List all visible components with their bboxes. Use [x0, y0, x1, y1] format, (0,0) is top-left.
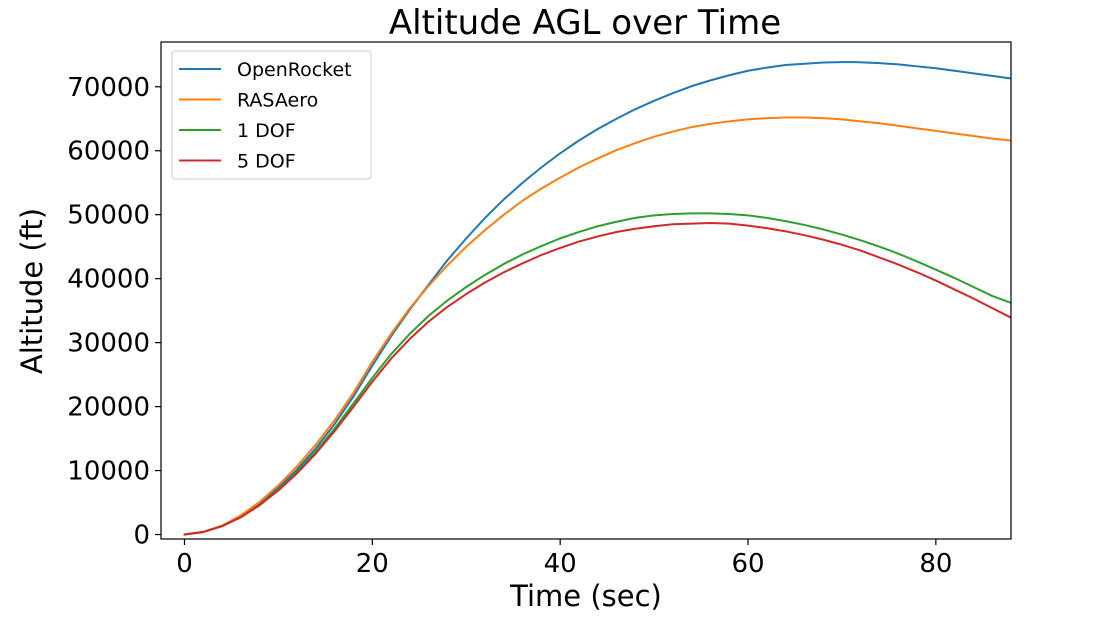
legend: OpenRocket RASAero 1 DOF 5 DOF — [171, 50, 372, 180]
chart-title: Altitude AGL over Time — [389, 3, 781, 43]
x-axis: 0 20 40 60 80 — [176, 539, 952, 579]
y-tick-label: 10000 — [67, 457, 150, 487]
x-tick-label: 80 — [919, 549, 952, 579]
x-tick-label: 60 — [731, 549, 764, 579]
y-tick-label: 30000 — [67, 329, 150, 359]
y-tick-label: 60000 — [67, 137, 150, 167]
x-axis-label: Time (sec) — [509, 579, 662, 613]
legend-label: 5 DOF — [237, 151, 296, 173]
legend-label: RASAero — [237, 90, 318, 112]
series-line-rasaero — [183, 116, 1011, 536]
y-tick-label: 0 — [133, 521, 150, 551]
series-line-1-dof — [183, 212, 1011, 536]
x-tick-label: 0 — [176, 549, 193, 579]
y-axis-label: Altitude (ft) — [15, 208, 49, 374]
series-line-5-dof — [183, 222, 1011, 536]
y-axis: 0 10000 20000 30000 40000 50000 60000 70000 — [67, 73, 161, 551]
series-line-openrocket — [183, 61, 1011, 536]
y-tick-label: 20000 — [67, 393, 150, 423]
y-tick-label: 50000 — [67, 201, 150, 231]
legend-frame — [171, 50, 372, 180]
plot-area — [183, 61, 1011, 536]
y-tick-label: 40000 — [67, 265, 150, 295]
x-tick-label: 40 — [544, 549, 577, 579]
y-tick-label: 70000 — [67, 73, 150, 103]
x-tick-label: 20 — [356, 549, 389, 579]
legend-label: 1 DOF — [237, 120, 296, 142]
plot-frame — [160, 41, 1012, 540]
legend-label: OpenRocket — [237, 59, 352, 81]
